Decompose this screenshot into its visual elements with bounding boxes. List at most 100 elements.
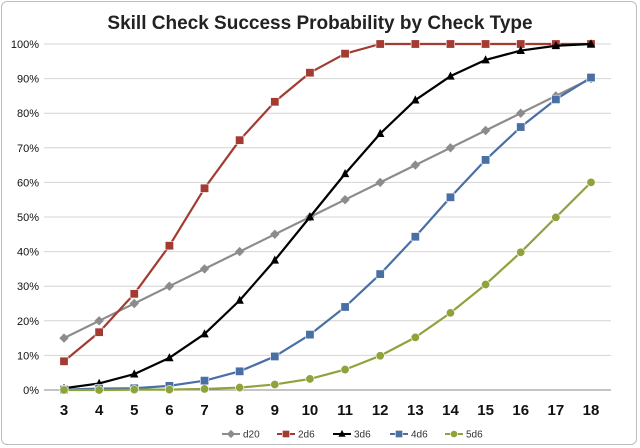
data-point-d20 (410, 160, 421, 170)
x-axis-ticks: 3 4 5 6 7 8 9 10 11 12 13 14 15 16 17 18 (60, 402, 600, 419)
legend-item-4d6: 4d6 (390, 430, 428, 441)
data-point-4d6 (586, 73, 596, 83)
legend-label: 2d6 (298, 430, 315, 441)
x-tick-label: 16 (512, 402, 529, 419)
x-tick-label: 8 (235, 402, 243, 419)
data-point-4d6 (445, 192, 455, 202)
legend-label: d20 (243, 430, 260, 441)
legend-label: 4d6 (411, 430, 428, 441)
data-point-d20 (234, 246, 245, 257)
x-tick-label: 17 (548, 402, 565, 419)
data-point-5d6 (235, 383, 245, 393)
data-point-4d6 (235, 366, 245, 376)
y-tick-label: 20% (17, 316, 39, 328)
data-point-2d6 (235, 135, 245, 145)
data-point-5d6 (129, 385, 139, 395)
data-point-2d6 (270, 97, 280, 107)
x-tick-label: 11 (337, 402, 353, 419)
data-point-2d6 (129, 289, 139, 299)
data-point-5d6 (340, 365, 350, 375)
data-point-3d6 (130, 369, 139, 378)
legend-marker (226, 429, 236, 439)
data-point-3d6 (305, 212, 315, 221)
x-tick-label: 5 (130, 402, 138, 419)
x-tick-label: 10 (302, 402, 319, 419)
data-point-2d6 (481, 39, 491, 49)
legend-label: 3d6 (354, 430, 371, 441)
legend-item-2d6: 2d6 (277, 430, 315, 441)
data-point-3d6 (411, 95, 420, 104)
data-point-3d6 (446, 71, 455, 80)
legend-item-5d6: 5d6 (445, 430, 483, 441)
data-point-4d6 (270, 351, 280, 361)
y-tick-label: 90% (17, 74, 39, 86)
legend: d20 2d6 3d6 4d6 5d6 (222, 430, 483, 441)
data-point-4d6 (481, 155, 491, 165)
data-point-2d6 (200, 183, 210, 193)
series-line-2d6 (63, 42, 591, 363)
data-point-4d6 (410, 232, 420, 242)
data-point-3d6 (516, 45, 525, 54)
x-tick-label: 7 (200, 402, 208, 419)
x-tick-label: 4 (95, 402, 104, 419)
y-tick-label: 80% (17, 108, 39, 120)
data-point-5d6 (59, 385, 69, 395)
gridlines (44, 43, 611, 391)
x-tick-label: 18 (583, 402, 600, 419)
data-point-3d6 (481, 55, 490, 64)
y-tick-label: 10% (17, 350, 39, 362)
series-line-5d6 (64, 181, 592, 392)
data-point-5d6 (270, 379, 280, 389)
data-point-3d6 (340, 169, 350, 178)
data-point-5d6 (410, 332, 420, 342)
series-line-d20 (63, 77, 592, 340)
data-point-2d6 (375, 39, 385, 49)
data-point-3d6 (551, 41, 561, 50)
series-4d6 (59, 73, 596, 395)
legend-label: 5d6 (466, 430, 483, 441)
y-axis-ticks: 0% 10% 20% 30% 40% 50% 60% 70% 80% 90% 100% (11, 39, 39, 397)
data-point-5d6 (516, 247, 526, 257)
data-point-5d6 (375, 351, 385, 361)
x-tick-label: 15 (477, 402, 494, 419)
x-tick-label: 6 (165, 402, 173, 419)
x-tick-label: 13 (407, 402, 424, 419)
series-line-3d6 (63, 42, 592, 390)
y-tick-label: 0% (23, 385, 39, 397)
y-tick-label: 70% (17, 143, 39, 155)
data-point-2d6 (445, 39, 455, 49)
legend-marker (282, 430, 290, 438)
series-group (59, 39, 596, 395)
data-point-3d6 (235, 295, 244, 304)
data-point-d20 (445, 143, 456, 153)
data-point-d20 (164, 281, 175, 291)
y-tick-label: 40% (17, 247, 39, 259)
data-point-2d6 (340, 49, 350, 59)
data-point-4d6 (340, 302, 350, 312)
data-point-d20 (375, 177, 385, 188)
data-point-d20 (94, 316, 104, 326)
data-point-4d6 (375, 269, 385, 279)
data-point-5d6 (586, 177, 596, 187)
data-point-4d6 (200, 376, 210, 386)
legend-marker (338, 429, 346, 437)
chart-title: Skill Check Success Probability by Check… (107, 13, 532, 34)
data-point-3d6 (165, 353, 174, 362)
data-point-5d6 (445, 308, 455, 318)
data-point-3d6 (376, 128, 385, 138)
x-tick-label: 14 (442, 402, 459, 419)
x-tick-label: 3 (60, 402, 68, 419)
data-point-3d6 (270, 255, 279, 264)
data-point-2d6 (410, 39, 420, 49)
series-line-4d6 (63, 76, 592, 391)
y-tick-label: 50% (17, 212, 39, 224)
y-tick-label: 60% (17, 177, 39, 189)
data-point-5d6 (94, 385, 104, 395)
series-2d6 (59, 39, 596, 366)
data-point-d20 (480, 125, 491, 136)
data-point-4d6 (551, 94, 561, 104)
data-point-3d6 (200, 329, 209, 338)
data-point-2d6 (164, 241, 174, 251)
data-point-2d6 (59, 356, 69, 366)
